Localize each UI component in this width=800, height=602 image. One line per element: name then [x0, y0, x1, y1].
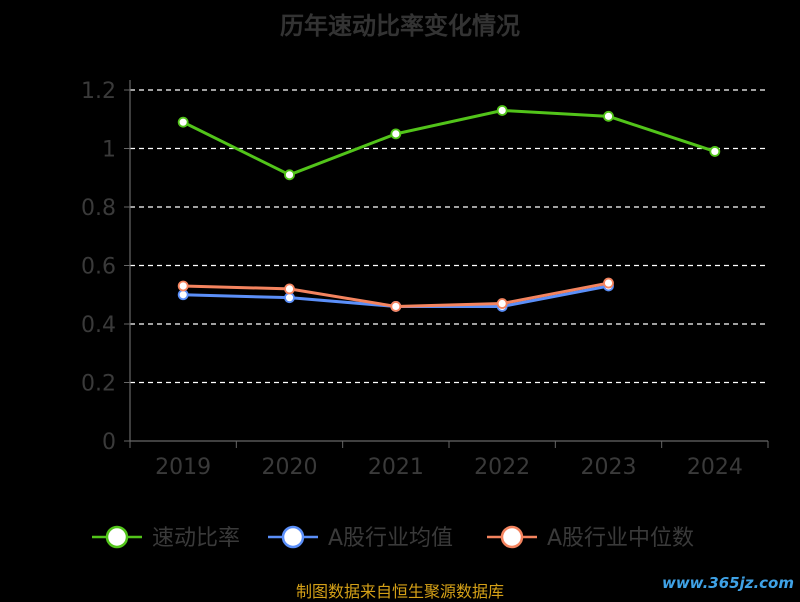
data-point	[177, 289, 189, 301]
legend-marker[interactable]	[281, 525, 305, 549]
data-point	[284, 169, 295, 181]
y-tick-label: 0.4	[81, 313, 116, 338]
x-tick-label: 2019	[155, 455, 211, 480]
data-point	[284, 292, 295, 304]
x-tick-label: 2024	[687, 455, 743, 480]
y-tick-label: 0.2	[81, 372, 116, 397]
source-text: 制图数据来自恒生聚源数据库	[295, 582, 504, 601]
chart-title: 历年速动比率变化情况	[280, 12, 520, 40]
data-point	[603, 277, 614, 289]
watermark-logo: www.365jz.com	[661, 574, 794, 592]
y-tick-label: 0.6	[81, 255, 116, 280]
data-point	[284, 283, 295, 295]
data-point	[603, 110, 614, 122]
legend-label[interactable]: A股行业中位数	[547, 526, 694, 551]
legend-marker[interactable]	[105, 525, 129, 549]
y-tick-label: 1.2	[81, 79, 116, 104]
legend-label[interactable]: 速动比率	[152, 526, 240, 551]
y-tick-label: 0.8	[81, 196, 116, 221]
x-tick-label: 2020	[262, 455, 318, 480]
data-point	[709, 146, 721, 157]
data-point	[390, 301, 402, 312]
legend-label[interactable]: A股行业均值	[328, 526, 453, 551]
x-tick-label: 2023	[581, 455, 637, 480]
data-point	[177, 116, 189, 128]
data-point	[390, 128, 402, 140]
x-tick-label: 2022	[474, 455, 530, 480]
y-tick-label: 1	[102, 138, 116, 163]
data-point	[177, 280, 189, 292]
data-point	[496, 298, 508, 309]
legend-marker[interactable]	[500, 525, 524, 549]
data-point	[496, 105, 508, 116]
series-line	[182, 108, 716, 177]
y-tick-label: 0	[102, 430, 116, 455]
x-tick-label: 2021	[368, 455, 424, 480]
